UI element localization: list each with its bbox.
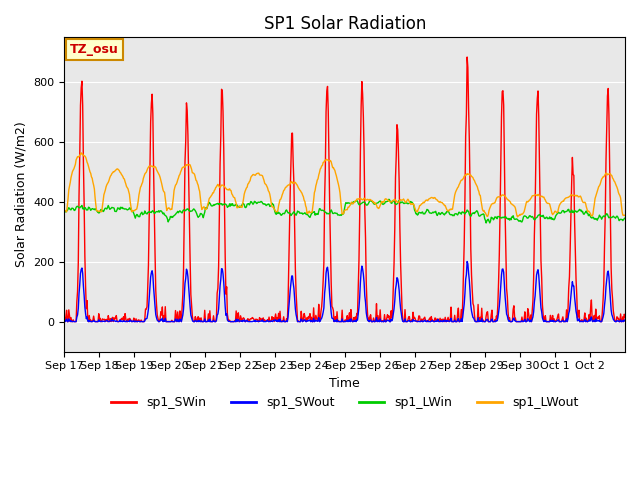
sp1_LWout [127,204,135,210]
sp1_SWin [230,319,238,324]
Line: sp1_LWin: sp1_LWin [65,199,625,223]
sp1_LWin [257,199,265,204]
sp1_LWout [514,214,522,220]
sp1_LWin [621,215,629,221]
sp1_SWin [279,319,287,324]
Text: TZ_osu: TZ_osu [70,43,119,56]
sp1_LWin [385,196,393,202]
sp1_LWout [77,150,85,156]
sp1_SWout [230,319,238,324]
X-axis label: Time: Time [330,377,360,390]
sp1_SWout [258,318,266,324]
sp1_LWout [279,190,287,196]
sp1_LWout [61,207,68,213]
sp1_LWin [229,203,237,208]
Legend: sp1_SWin, sp1_SWout, sp1_LWin, sp1_LWout: sp1_SWin, sp1_SWout, sp1_LWin, sp1_LWout [106,391,584,414]
sp1_SWin [403,319,411,324]
sp1_SWout [435,318,442,324]
sp1_LWin [403,201,411,206]
sp1_LWout [403,197,411,203]
Line: sp1_SWin: sp1_SWin [65,57,625,322]
sp1_SWin [463,54,471,60]
sp1_SWout [463,259,471,264]
sp1_LWout [258,172,266,178]
sp1_SWout [61,318,68,324]
sp1_SWout [621,318,629,324]
sp1_SWout [61,319,69,324]
sp1_LWout [435,199,442,204]
sp1_SWout [403,319,411,324]
Line: sp1_SWout: sp1_SWout [65,262,625,322]
sp1_SWin [61,319,69,324]
sp1_LWout [621,213,629,218]
Title: SP1 Solar Radiation: SP1 Solar Radiation [264,15,426,33]
sp1_LWin [483,220,490,226]
sp1_SWin [258,317,266,323]
sp1_SWin [621,314,629,320]
Line: sp1_LWout: sp1_LWout [65,153,625,217]
Y-axis label: Solar Radiation (W/m2): Solar Radiation (W/m2) [15,121,28,267]
sp1_LWin [61,209,68,215]
sp1_LWin [126,206,134,212]
sp1_SWin [61,315,68,321]
sp1_SWout [279,319,287,324]
sp1_LWout [230,194,238,200]
sp1_SWin [127,317,135,323]
sp1_SWin [435,319,442,324]
sp1_SWout [127,318,135,324]
sp1_LWin [435,210,442,216]
sp1_LWin [278,211,286,217]
